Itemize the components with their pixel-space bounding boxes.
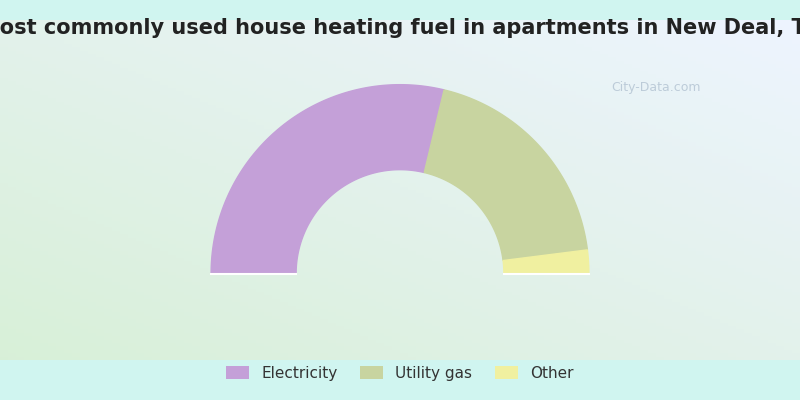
Polygon shape xyxy=(424,90,587,260)
Text: City-Data.com: City-Data.com xyxy=(611,82,701,94)
Polygon shape xyxy=(211,85,444,274)
Legend: Electricity, Utility gas, Other: Electricity, Utility gas, Other xyxy=(218,358,582,388)
Polygon shape xyxy=(503,250,589,274)
Text: Most commonly used house heating fuel in apartments in New Deal, TX: Most commonly used house heating fuel in… xyxy=(0,18,800,38)
